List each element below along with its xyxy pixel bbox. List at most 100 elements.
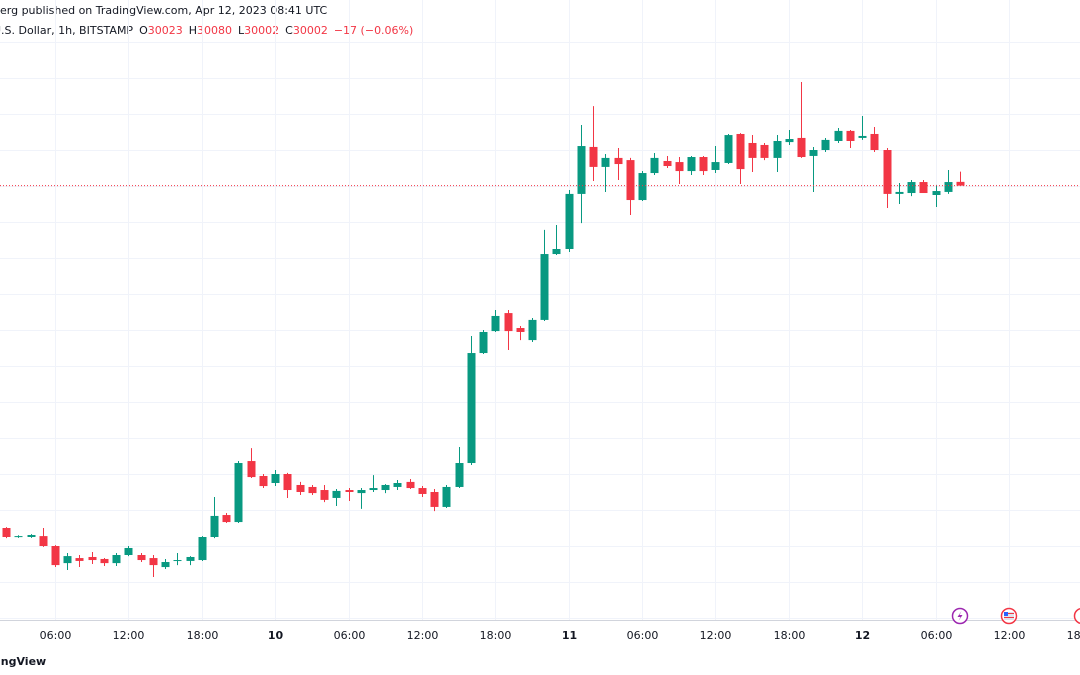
candle-body — [455, 463, 464, 487]
candle-body — [320, 490, 329, 500]
candle-body — [773, 141, 782, 158]
candle-body — [956, 181, 965, 186]
candle-body — [528, 319, 537, 341]
candle-body — [296, 484, 305, 492]
candle-body — [895, 191, 904, 194]
candle-body — [724, 135, 733, 163]
candle-body — [785, 139, 794, 143]
candle-body — [63, 556, 72, 564]
ohlc-label: O — [139, 24, 148, 37]
candle-body — [75, 558, 84, 561]
candle-body — [210, 515, 219, 537]
x-tick-label: 11 — [562, 629, 577, 642]
event-icon-glyph — [957, 611, 963, 621]
candle-body — [846, 130, 855, 141]
candle-body — [932, 191, 941, 195]
candle-body — [663, 160, 672, 167]
candle-body — [870, 133, 879, 150]
ohlc-value: 30080 — [197, 24, 233, 37]
candle-body — [504, 313, 513, 332]
candle-body — [137, 555, 146, 561]
candle-body — [112, 555, 121, 564]
candle-body — [626, 160, 635, 201]
x-tick-label: 10 — [268, 629, 284, 642]
candle-body — [271, 474, 280, 483]
event-icon[interactable] — [1073, 607, 1080, 625]
candle-body — [2, 528, 11, 537]
x-tick-label: 06:00 — [334, 629, 366, 642]
watermark: TradingView — [0, 655, 46, 668]
candle-body — [173, 560, 182, 562]
candle-body — [27, 535, 36, 537]
candle-body — [186, 556, 195, 561]
candle-body — [736, 133, 745, 170]
candle-body — [308, 486, 317, 494]
x-tick-label: 06:00 — [921, 629, 953, 642]
candle-body — [601, 157, 610, 167]
candle-body — [687, 157, 696, 172]
candle-body — [14, 536, 23, 538]
change: −17 (−0.06%) — [333, 24, 414, 37]
x-tick-label: 18:00 — [774, 629, 806, 642]
candle-body — [345, 490, 354, 492]
candle-body — [699, 157, 708, 172]
candle-body — [39, 536, 48, 546]
candle-body — [834, 130, 843, 141]
candle-body — [907, 182, 916, 194]
candle-body — [614, 157, 623, 165]
symbol: U.S. Dollar, 1h, BITSTAMP — [0, 24, 134, 37]
candle-body — [369, 488, 378, 491]
ohlc-label: L — [238, 24, 245, 37]
candle-body — [516, 328, 525, 332]
candle-body — [259, 475, 268, 487]
candle-body — [161, 562, 170, 568]
candle-body — [883, 150, 892, 194]
ohlc-label: H — [188, 24, 198, 37]
candle-body — [357, 490, 366, 494]
candle-body — [198, 537, 207, 561]
flag — [1004, 612, 1008, 616]
ohlc-value: 30002 — [244, 24, 280, 37]
candle-body — [88, 556, 97, 561]
candle-body — [565, 193, 574, 249]
candle-body — [247, 461, 256, 478]
candle-body — [283, 474, 292, 491]
candle-body — [381, 484, 390, 491]
candle-body — [589, 146, 598, 167]
candle-body — [809, 150, 818, 156]
x-tick-label: 06:00 — [40, 629, 72, 642]
x-tick-label: 18:00 — [1067, 629, 1080, 642]
candle-body — [442, 486, 451, 507]
candle-body — [858, 135, 867, 138]
plot — [0, 81, 1080, 577]
x-tick-label: 12:00 — [700, 629, 732, 642]
candle-body — [479, 331, 488, 354]
candle-body — [944, 182, 953, 192]
candle-body — [332, 490, 341, 498]
candle-body — [760, 144, 769, 158]
candle-body — [393, 483, 402, 487]
x-tick-label: 12:00 — [407, 629, 439, 642]
candle-body — [406, 481, 415, 489]
x-tick-label: 06:00 — [627, 629, 659, 642]
candle-body — [430, 492, 439, 507]
candle-body — [540, 254, 549, 320]
candle-body — [149, 558, 158, 566]
x-tick-label: 12:00 — [994, 629, 1026, 642]
ohlc-value: 30023 — [147, 24, 183, 37]
candle-body — [711, 162, 720, 170]
candle-body — [638, 173, 647, 201]
ohlc-value: 30002 — [292, 24, 328, 37]
candle-body — [650, 157, 659, 174]
event-icons — [951, 607, 1080, 625]
x-tick-label: 18:00 — [480, 629, 512, 642]
candle-body — [748, 142, 757, 158]
candle-body — [552, 249, 561, 255]
candle-body — [124, 547, 133, 555]
x-tick-label: 18:00 — [187, 629, 219, 642]
ohlc-label: C — [285, 24, 293, 37]
candle-body — [234, 463, 243, 523]
publisher: erg published on TradingView.com, Apr 12… — [0, 4, 328, 17]
